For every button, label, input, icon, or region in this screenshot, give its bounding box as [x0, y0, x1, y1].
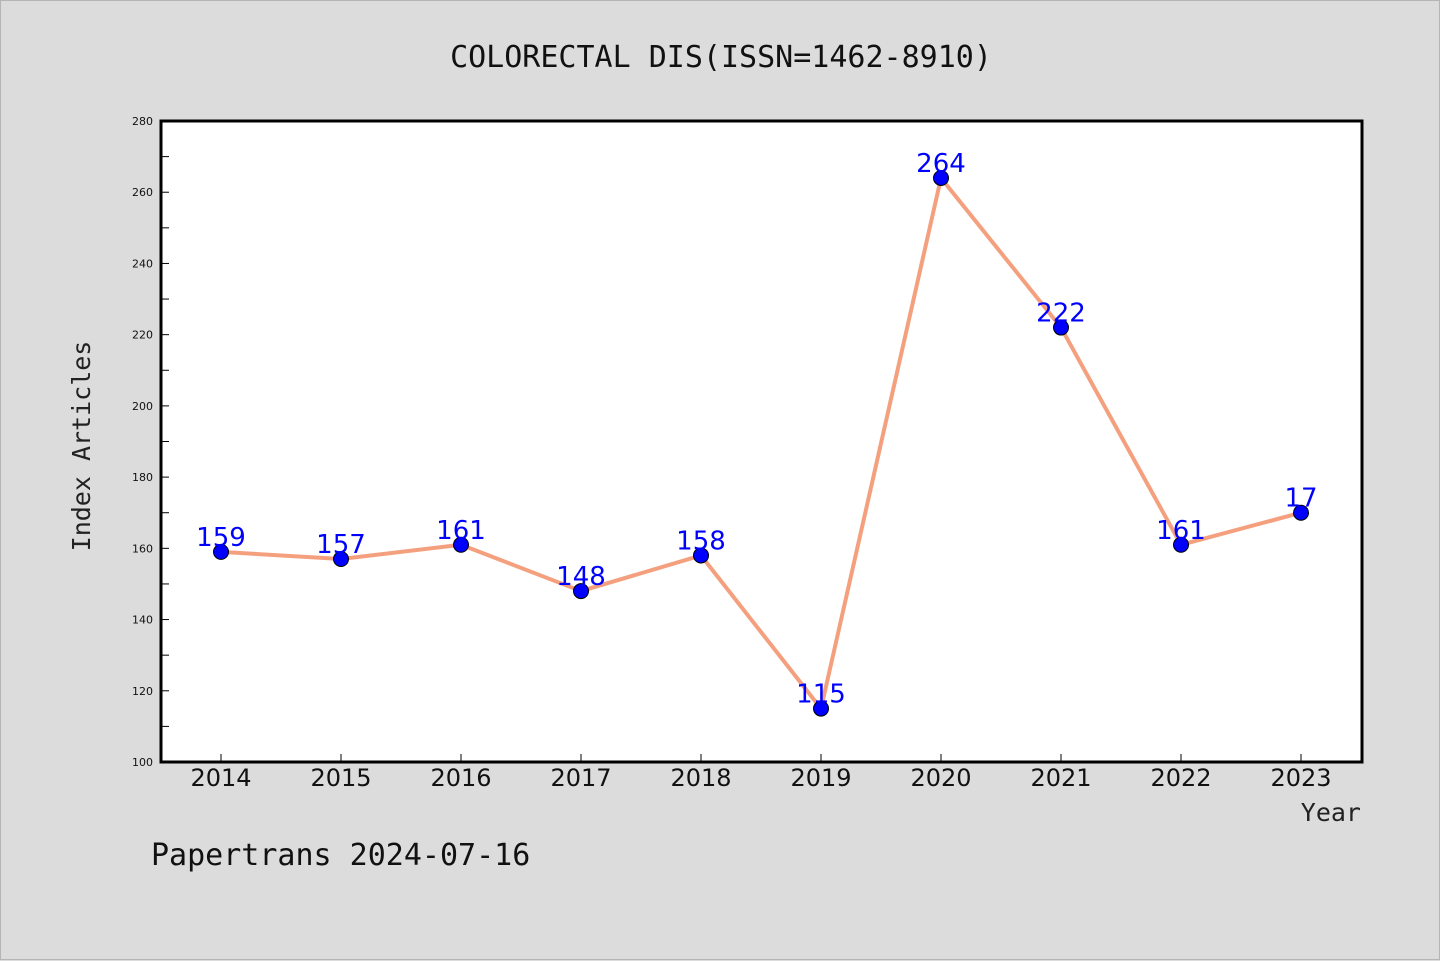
- y-tick-label: 260: [132, 186, 153, 199]
- y-tick-label: 140: [132, 614, 153, 627]
- data-label: 161: [436, 516, 486, 546]
- data-label: 222: [1036, 299, 1086, 329]
- x-tick-label: 2016: [430, 764, 491, 792]
- data-point: [813, 700, 829, 717]
- y-tick-label: 120: [132, 685, 153, 698]
- data-point: [453, 536, 469, 553]
- data-label: 17: [1284, 484, 1317, 514]
- x-tick-label: 2022: [1150, 764, 1211, 792]
- y-tick-label: 180: [132, 471, 153, 484]
- y-tick-label: 200: [132, 400, 153, 413]
- data-label: 115: [796, 680, 846, 710]
- data-point: [1293, 504, 1309, 521]
- plot-area: [159, 119, 1364, 764]
- data-point: [693, 547, 709, 564]
- y-axis: 100 120 140 160 180 200 220 240 260 280: [132, 115, 169, 769]
- data-point: [213, 543, 229, 560]
- data-label: 159: [196, 523, 246, 553]
- x-tick-label: 2017: [550, 764, 611, 792]
- footer-credit: Papertrans 2024-07-16: [151, 838, 530, 873]
- y-tick-label: 240: [132, 257, 153, 270]
- data-point: [1053, 319, 1069, 336]
- x-axis-label: Year: [1301, 798, 1361, 827]
- y-axis-label: Index Articles: [67, 341, 96, 552]
- data-label: 161: [1156, 516, 1206, 546]
- data-label: 158: [676, 526, 726, 556]
- data-label: 157: [316, 530, 366, 560]
- chart-title: COLORECTAL DIS(ISSN=1462-8910): [450, 40, 992, 75]
- series-line: [219, 175, 1303, 711]
- data-point: [933, 169, 949, 186]
- x-tick-label: 2015: [310, 764, 371, 792]
- data-point: [1173, 536, 1189, 553]
- x-tick-label: 2018: [670, 764, 731, 792]
- x-tick-label: 2014: [190, 764, 251, 792]
- x-axis: 2014 2015 2016 2017 2018 2019 2020 2021 2022 2023: [190, 754, 1332, 792]
- y-tick-label: 280: [132, 115, 153, 128]
- y-tick-label: 160: [132, 542, 153, 555]
- x-tick-label: 2020: [910, 764, 971, 792]
- x-tick-label: 2023: [1270, 764, 1331, 792]
- data-label: 148: [556, 562, 606, 592]
- y-tick-label: 220: [132, 329, 153, 342]
- series-layer: 159 157 161 148 158 115 264 222 161 17: [196, 149, 1318, 717]
- x-tick-label: 2019: [790, 764, 851, 792]
- data-point: [573, 583, 589, 600]
- data-point: [333, 551, 349, 568]
- y-tick-label: 100: [132, 756, 153, 769]
- x-tick-label: 2021: [1030, 764, 1091, 792]
- data-label: 264: [916, 149, 966, 179]
